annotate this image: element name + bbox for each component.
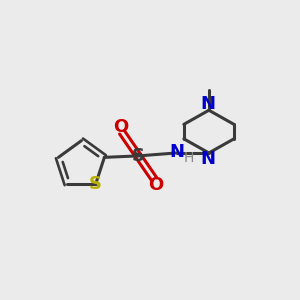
Text: O: O: [148, 176, 164, 194]
Text: S: S: [89, 176, 102, 194]
Text: N: N: [201, 150, 216, 168]
Text: N: N: [201, 95, 216, 113]
Text: H: H: [184, 151, 194, 165]
Text: S: S: [132, 147, 145, 165]
Text: N: N: [169, 143, 184, 161]
Text: O: O: [113, 118, 128, 136]
